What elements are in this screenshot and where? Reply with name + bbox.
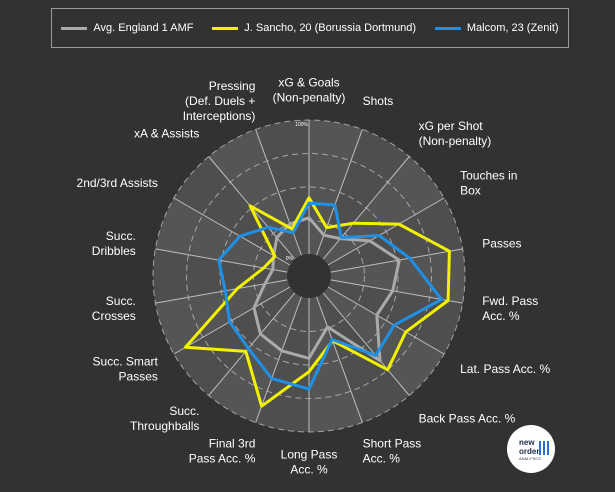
category-label: xA & Assists — [134, 127, 199, 141]
radar-sector — [309, 120, 363, 276]
category-label: Shots — [363, 94, 394, 108]
series-line-1 — [184, 196, 451, 408]
radar-spoke — [316, 296, 363, 423]
logo-text-analytics: ANALYTICS — [519, 455, 541, 461]
category-label: Succ. Throughballs — [130, 404, 199, 433]
radar-sector — [309, 198, 463, 276]
radar-spoke — [173, 286, 291, 355]
category-label: Passes — [482, 237, 521, 251]
radar-sector — [255, 120, 309, 276]
radar-spoke — [330, 248, 463, 273]
category-label: Succ. Crosses — [92, 294, 136, 323]
legend-swatch-avg-england — [61, 26, 88, 30]
radar-spoke — [327, 286, 445, 355]
ring-label-inner: 0% — [286, 256, 294, 262]
radar-sector — [309, 248, 465, 304]
legend: Avg. England 1 AMF J. Sancho, 20 (Boruss… — [51, 8, 569, 48]
radar-spoke — [255, 296, 302, 423]
legend-swatch-sancho — [212, 26, 239, 30]
category-label: xG per Shot (Non-penalty) — [419, 119, 492, 148]
ring-label-outer: 100% — [295, 122, 308, 128]
radar-spoke — [322, 156, 410, 260]
radar-spoke — [208, 292, 296, 396]
radar-sector — [255, 276, 309, 432]
category-label: xG & Goals (Non-penalty) — [273, 76, 346, 105]
category-label: Succ. Dribbles — [92, 229, 136, 258]
category-label: Long Pass Acc. % — [281, 448, 338, 477]
legend-label-malcom: Malcom, 23 (Zenit) — [466, 22, 559, 34]
radar-sector — [309, 276, 363, 432]
new-order-analytics-logo: new order ANALYTICS — [507, 425, 555, 473]
category-label: 2nd/3rd Assists — [77, 176, 158, 190]
radar-center — [287, 254, 331, 298]
radar-spoke — [327, 197, 445, 266]
radar-sector — [309, 276, 463, 354]
logo-text-order: order — [519, 446, 540, 456]
logo-text-new: new — [519, 437, 535, 447]
category-label: Touches in Box — [460, 169, 517, 198]
legend-label-sancho: J. Sancho, 20 (Borussia Dortmund) — [244, 22, 417, 34]
legend-item-sancho: J. Sancho, 20 (Borussia Dortmund) — [212, 22, 416, 34]
legend-swatch-malcom — [434, 26, 461, 30]
series-line-2 — [217, 201, 443, 391]
logo-dots-icon — [539, 441, 549, 455]
radar-spoke — [255, 129, 302, 256]
category-label: Lat. Pass Acc. % — [460, 362, 550, 376]
radar-sector — [309, 156, 445, 276]
category-label: Short Pass Acc. % — [363, 436, 422, 465]
legend-item-avg-england: Avg. England 1 AMF — [61, 22, 193, 34]
legend-label-avg-england: Avg. England 1 AMF — [93, 22, 194, 34]
radar-sector — [173, 276, 309, 396]
radar-sector — [309, 276, 445, 396]
category-label: Pressing (Def. Duels + Interceptions) — [183, 79, 256, 123]
radar-sector — [155, 276, 309, 354]
radar-ring — [219, 186, 399, 366]
category-label: Back Pass Acc. % — [419, 412, 516, 426]
category-label: Fwd. Pass Acc. % — [482, 294, 538, 323]
radar-sector — [155, 198, 309, 276]
category-label: Succ. Smart Passes — [93, 355, 159, 384]
legend-item-malcom: Malcom, 23 (Zenit) — [434, 22, 559, 34]
radar-sector — [153, 248, 309, 304]
radar-spoke — [322, 292, 410, 396]
category-label: Final 3rd Pass Acc. % — [189, 436, 256, 465]
radar-spoke — [173, 197, 291, 266]
